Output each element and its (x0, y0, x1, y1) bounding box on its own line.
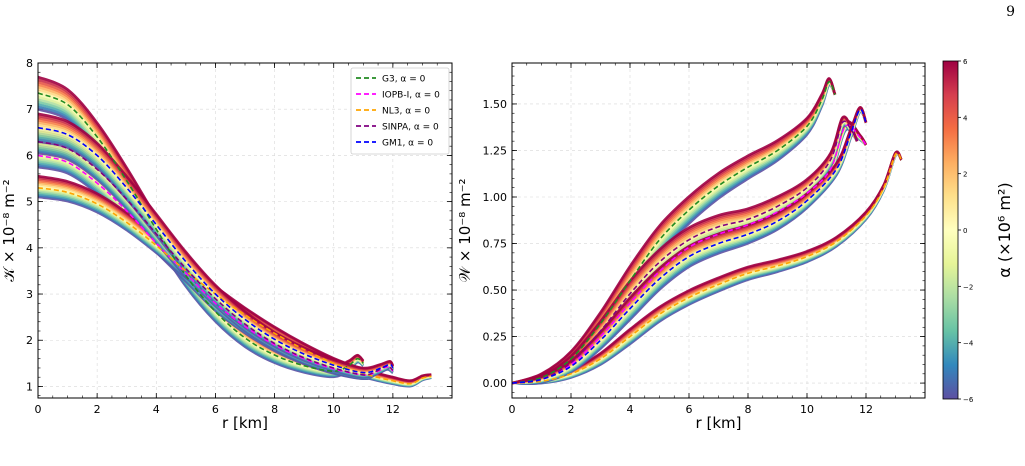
colorbar-tick-label: −6 (963, 396, 974, 404)
colorbar-tick-label: 4 (963, 114, 968, 122)
colorbar-tick-label: 0 (963, 227, 967, 235)
x-tick-label: 6 (212, 403, 219, 416)
legend: G3, α = 0 IOPB-I, α = 0 NL3, α = 0 SINPA, α… (350, 67, 450, 155)
alpha-band-1 (38, 75, 365, 379)
x-tick-label: 2 (568, 403, 575, 416)
x-tick-label: 4 (153, 403, 160, 416)
series-line-5 (512, 108, 867, 384)
x-tick-label: 6 (686, 403, 693, 416)
alpha-curve (512, 105, 868, 385)
x-tick-label: 12 (859, 403, 873, 416)
colorbar-tick-label: −4 (963, 340, 974, 348)
y-tick-label: 0.75 (483, 238, 508, 251)
legend-label: IOPB-I, α = 0 (382, 91, 440, 101)
y-tick-label: 1.00 (483, 191, 508, 204)
page-number: 9 (1006, 4, 1015, 20)
y-tick-label: 6 (26, 149, 33, 162)
y-tick-label: 1 (26, 380, 33, 393)
x-tick-label: 4 (627, 403, 634, 416)
y-tick-label: 0.50 (483, 284, 508, 297)
plot-area (512, 77, 903, 386)
colorbar-tick-label: 6 (963, 58, 968, 66)
x-axis-label: r [km] (222, 414, 268, 432)
alpha-curve (512, 77, 837, 385)
x-tick-label: 0 (509, 403, 516, 416)
y-tick-label: 4 (26, 242, 33, 255)
y-axis-label: 𝒲 × 10⁻⁸ m⁻² (456, 178, 474, 282)
colorbar-tick-label: −2 (963, 283, 973, 291)
y-tick-label: 5 (26, 196, 33, 209)
y-tick-label: 8 (26, 57, 33, 70)
series-line-3 (512, 152, 903, 384)
y-tick-label: 3 (26, 288, 33, 301)
x-tick-label: 10 (327, 403, 341, 416)
legend-label: G3, α = 0 (382, 75, 426, 85)
alpha-curve (38, 112, 395, 370)
alpha-curve (512, 115, 859, 385)
plot-area (38, 75, 432, 388)
legend-label: NL3, α = 0 (382, 107, 430, 117)
x-tick-label: 2 (94, 403, 101, 416)
alpha-curve (512, 81, 837, 385)
y-tick-label: 7 (26, 103, 33, 116)
y-tick-label: 0.00 (483, 377, 508, 390)
colorbar-bar (942, 60, 959, 400)
alpha-band-1 (512, 77, 837, 385)
x-tick-label: 8 (745, 403, 752, 416)
plot-frame (37, 62, 453, 399)
series-line-2 (512, 124, 867, 384)
x-tick-label: 0 (35, 403, 42, 416)
x-tick-label: 10 (800, 403, 814, 416)
colorbar-tick-label: 2 (963, 171, 967, 179)
colorbar-label: α (×10⁶ m²) (995, 182, 1014, 277)
colorbar: 6 4 2 0 −2 −4 −6 α (×10⁶ m²) (942, 58, 1014, 404)
x-tick-label: 8 (271, 403, 278, 416)
series-line-1 (512, 80, 836, 384)
x-axis-label: r [km] (696, 414, 742, 432)
y-axis-label: 𝒦 × 10⁻⁸ m⁻² (0, 179, 18, 281)
y-tick-label: 1.25 (483, 144, 508, 157)
alpha-curve (38, 192, 432, 387)
y-tick-label: 2 (26, 334, 33, 347)
series-line-4 (38, 140, 394, 376)
series-line-1 (38, 92, 364, 373)
y-tick-label: 1.50 (483, 98, 508, 111)
series-line-5 (38, 126, 394, 374)
legend-label: SINPA, α = 0 (382, 123, 439, 133)
series-line-4 (512, 120, 858, 384)
chart-panel-2: 0 2 4 6 8 10 12 0.00 0.25 0.50 0.75 1.00 1.25 1.50 r [… (456, 62, 926, 432)
x-tick-label: 12 (386, 403, 400, 416)
legend-box (350, 67, 450, 155)
plot-frame (511, 62, 926, 399)
series-line-3 (38, 187, 432, 385)
legend-label: GM1, α = 0 (382, 139, 433, 149)
y-tick-label: 0.25 (483, 331, 508, 344)
alpha-curve (38, 174, 432, 382)
